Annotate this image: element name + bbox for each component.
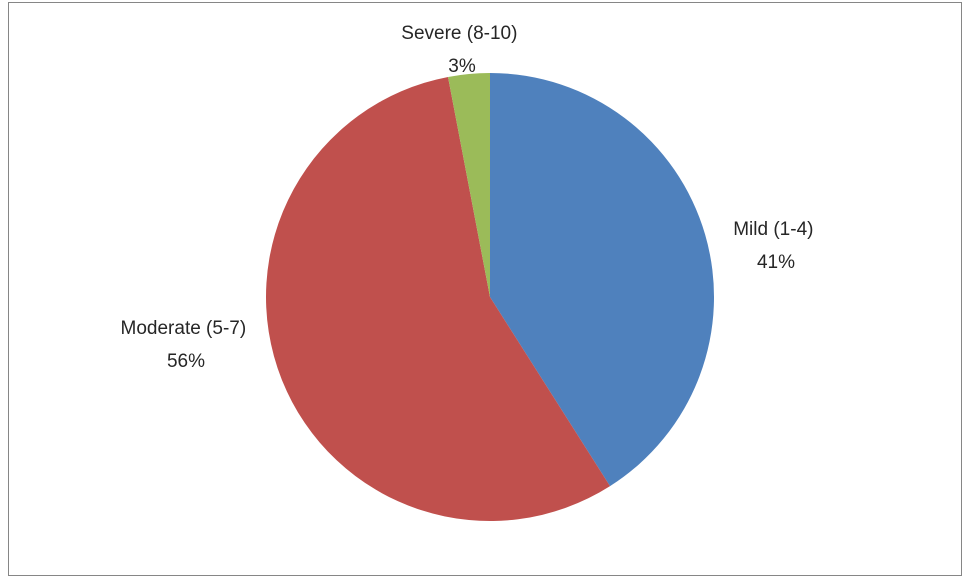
slice-label-mild: Mild (1-4) 41% bbox=[733, 219, 819, 273]
slice-label-moderate-percent: 56% bbox=[167, 351, 205, 372]
pie-slice-moderate bbox=[266, 76, 611, 522]
slice-label-severe: Severe (8-10) 3% bbox=[401, 23, 522, 77]
pie-slice-severe bbox=[448, 73, 490, 297]
slice-label-mild-name: Mild (1-4) bbox=[733, 219, 813, 240]
slice-label-mild-percent: 41% bbox=[757, 252, 795, 273]
pie-labels: Mild (1-4) 41% Moderate (5-7) 56% Severe… bbox=[121, 23, 819, 372]
pie-slices bbox=[266, 73, 715, 522]
slice-label-moderate: Moderate (5-7) 56% bbox=[121, 318, 252, 372]
slice-label-moderate-name: Moderate (5-7) bbox=[121, 318, 247, 339]
slice-label-severe-name: Severe (8-10) bbox=[401, 23, 517, 44]
slice-label-severe-percent: 3% bbox=[448, 56, 476, 77]
pie-slice-mild bbox=[490, 73, 715, 487]
